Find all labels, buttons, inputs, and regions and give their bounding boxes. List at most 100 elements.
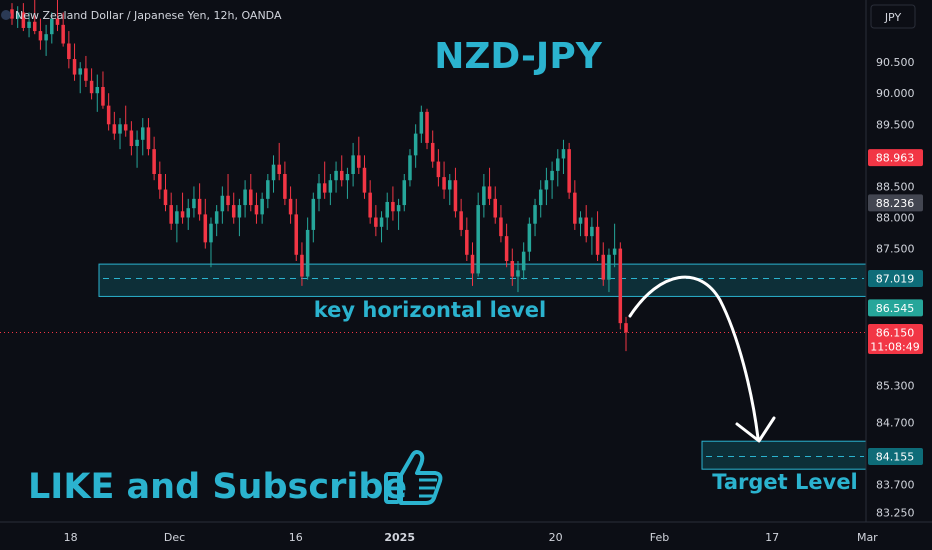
candle-body — [544, 180, 549, 190]
candle-body — [106, 105, 111, 125]
key-level-label: key horizontal level — [314, 298, 546, 322]
candle — [578, 211, 583, 237]
candle-body — [158, 174, 162, 190]
candle-body — [10, 9, 14, 19]
candle — [317, 174, 321, 212]
candle-body — [140, 127, 145, 140]
candle-body — [419, 111, 424, 134]
price-badge — [868, 269, 923, 287]
time-scale-background[interactable] — [0, 522, 932, 550]
candle — [447, 174, 452, 206]
candle — [544, 167, 549, 206]
candle-body — [402, 180, 407, 206]
candle — [516, 261, 520, 293]
candles-group — [10, 0, 628, 352]
candle-body — [516, 270, 520, 277]
candle-body — [374, 217, 378, 227]
candle — [95, 74, 100, 112]
candle — [521, 242, 526, 280]
candle — [567, 142, 571, 199]
candle-body — [408, 155, 412, 181]
candle-body — [260, 198, 264, 215]
candle-body — [567, 149, 571, 193]
candle-body — [521, 251, 526, 271]
candle — [351, 142, 355, 187]
candle-body — [95, 87, 100, 94]
candle — [391, 186, 395, 221]
candle — [402, 174, 407, 212]
candle-body — [67, 43, 71, 60]
candle-body — [311, 198, 316, 230]
candle-body — [618, 248, 623, 324]
candle — [72, 43, 77, 81]
candle-body — [345, 174, 350, 181]
currency-button-label[interactable]: JPY — [884, 11, 902, 24]
candle-body — [550, 170, 554, 181]
candle-body — [339, 170, 344, 181]
y-tick-label: 85.300 — [876, 379, 915, 392]
x-tick-label: Feb — [650, 531, 669, 544]
candle-body — [277, 164, 281, 174]
candle-body — [209, 223, 213, 243]
candle — [220, 186, 225, 224]
y-tick-label: 87.500 — [876, 243, 915, 256]
candle — [140, 118, 145, 156]
price-scale-background[interactable] — [866, 0, 932, 522]
candle — [334, 161, 338, 193]
candle — [595, 211, 600, 261]
currency-button[interactable] — [870, 4, 916, 29]
candle-body — [442, 177, 446, 190]
candle-body — [305, 229, 310, 277]
candle — [550, 161, 554, 199]
price-badge — [868, 149, 923, 167]
candle — [123, 105, 128, 137]
candle — [345, 167, 350, 199]
candle-body — [192, 198, 196, 209]
candle — [618, 242, 623, 330]
candle-body — [249, 189, 253, 206]
candle — [38, 18, 43, 50]
price-badge — [868, 323, 923, 354]
candle — [624, 316, 628, 352]
key-horizontal-zone[interactable] — [98, 263, 867, 297]
price-badge — [868, 447, 923, 465]
x-tick-label: 20 — [549, 531, 563, 544]
candle-body — [197, 198, 202, 215]
candle-body — [175, 211, 179, 224]
candle-body — [21, 12, 26, 28]
candle-body — [624, 323, 628, 333]
candle-body — [504, 236, 509, 261]
candle — [21, 3, 26, 32]
candle-body — [590, 226, 594, 237]
candle — [527, 217, 532, 261]
candle — [146, 118, 151, 156]
candle — [436, 149, 441, 187]
candle-body — [391, 201, 395, 212]
candle — [374, 205, 378, 237]
candle — [459, 198, 463, 237]
price-badge-label: 86.545 — [876, 302, 915, 315]
candle — [277, 142, 281, 181]
candle-body — [163, 189, 168, 206]
candle — [44, 24, 48, 56]
candle — [226, 174, 230, 212]
candle — [158, 161, 162, 199]
y-tick-label: 90.000 — [876, 87, 915, 100]
candle-body — [538, 189, 543, 206]
candle — [590, 217, 594, 255]
candle — [573, 180, 577, 230]
candle — [357, 136, 361, 174]
candle — [89, 68, 94, 100]
candle — [55, 0, 60, 32]
candle-body — [527, 223, 532, 252]
candle — [180, 192, 185, 224]
candle — [27, 12, 31, 38]
target-zone[interactable] — [701, 440, 867, 470]
x-tick-label: Mar — [857, 531, 878, 544]
candle — [453, 167, 458, 218]
candle-body — [61, 24, 65, 44]
candle — [106, 93, 111, 131]
candle-body — [243, 189, 247, 206]
candle-body — [169, 205, 173, 224]
